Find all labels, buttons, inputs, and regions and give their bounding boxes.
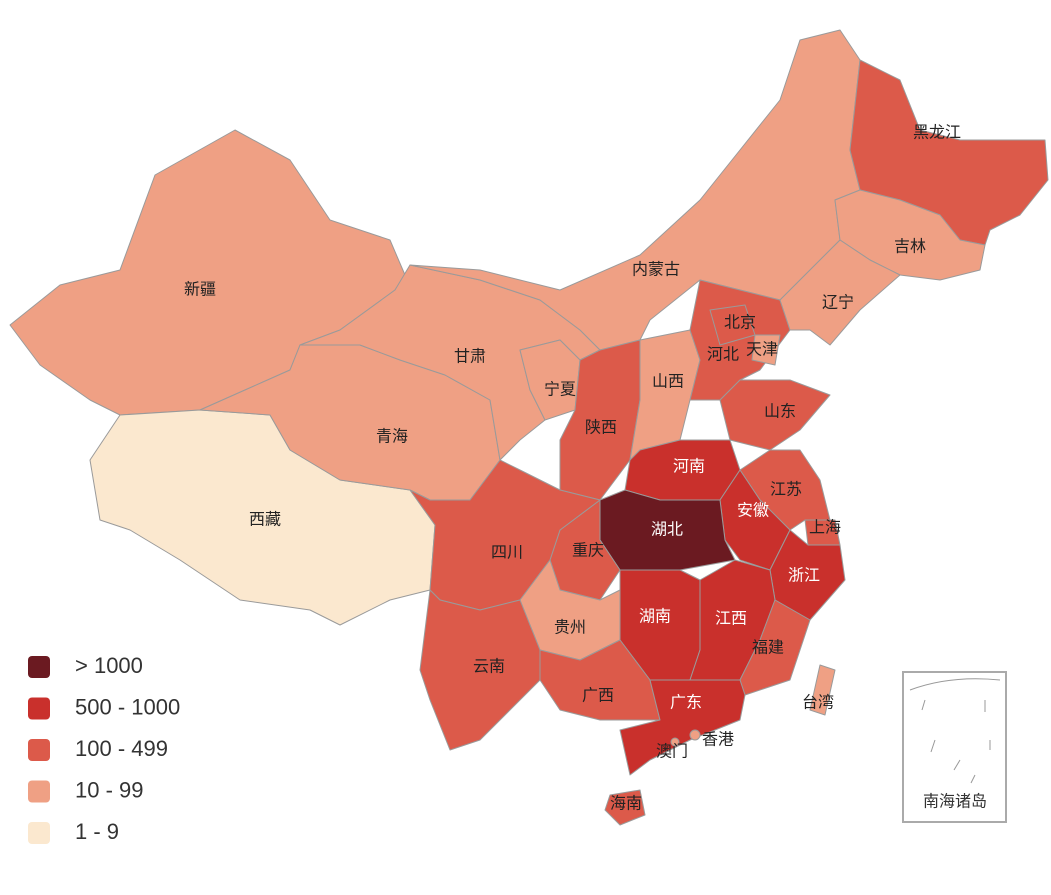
region-label: 湖南 — [639, 607, 671, 626]
region — [751, 334, 781, 366]
region-label: 北京 — [724, 313, 756, 332]
region — [559, 339, 641, 501]
legend-label: 10 - 99 — [75, 777, 144, 802]
legend-swatch — [28, 656, 50, 678]
region-label: 西藏 — [249, 510, 281, 529]
region-label: 内蒙古 — [632, 260, 680, 279]
region-label: 吉林 — [894, 237, 926, 256]
region — [604, 789, 646, 826]
region-label: 台湾 — [802, 693, 834, 712]
region-label: 河北 — [707, 345, 739, 364]
inset-label: 南海诸岛 — [923, 792, 987, 811]
region-label: 新疆 — [184, 280, 216, 299]
inset: 南海诸岛 — [902, 671, 1007, 823]
legend-swatch — [28, 822, 50, 844]
region-label: 黑龙江 — [913, 123, 961, 142]
legend-label: 1 - 9 — [75, 819, 119, 844]
region — [419, 589, 541, 751]
region-label: 辽宁 — [822, 293, 854, 312]
region-label: 云南 — [473, 657, 505, 676]
region — [719, 379, 831, 451]
legend-label: > 1000 — [75, 653, 143, 678]
region-label: 上海 — [809, 518, 841, 537]
inset-frame — [902, 671, 1007, 823]
region-label: 重庆 — [572, 541, 604, 560]
region-label: 江苏 — [770, 480, 802, 499]
region-label: 河南 — [673, 457, 705, 476]
region-label: 福建 — [752, 638, 784, 657]
inset-islands — [909, 678, 1001, 784]
region-label: 浙江 — [788, 566, 820, 585]
labels: 新疆 西藏 青海 甘肃 内蒙古 宁夏 陕西 山西 河北 北京 天津 山东 河南 … — [184, 123, 961, 813]
region — [619, 679, 746, 776]
region-label: 陕西 — [585, 418, 617, 437]
region-label: 四川 — [491, 543, 523, 562]
region-label: 广东 — [670, 693, 702, 712]
legend-label: 100 - 499 — [75, 736, 168, 761]
legend: > 1000 500 - 1000 100 - 499 10 - 99 1 - 9 — [28, 653, 180, 844]
region-label: 甘肃 — [454, 347, 486, 366]
region-label: 海南 — [610, 794, 642, 813]
legend-swatch — [28, 739, 50, 761]
region — [809, 664, 836, 716]
region-label: 澳门 — [656, 742, 688, 761]
region-label: 江西 — [715, 609, 747, 628]
legend-label: 500 - 1000 — [75, 694, 180, 719]
region — [670, 737, 680, 747]
region-label: 安徽 — [737, 501, 769, 520]
region — [779, 239, 901, 346]
provinces — [9, 29, 1049, 826]
region-label: 天津 — [746, 340, 778, 359]
region-label: 山东 — [764, 402, 796, 421]
region-label: 宁夏 — [544, 380, 576, 399]
region — [689, 729, 701, 741]
region-label: 贵州 — [554, 618, 586, 637]
region-label: 山西 — [652, 372, 684, 391]
legend-swatch — [28, 697, 50, 720]
legend-swatch — [28, 780, 50, 803]
region-label: 青海 — [376, 427, 408, 446]
region-label: 香港 — [702, 730, 734, 749]
region-label: 湖北 — [651, 520, 683, 539]
region-label: 广西 — [582, 686, 614, 705]
